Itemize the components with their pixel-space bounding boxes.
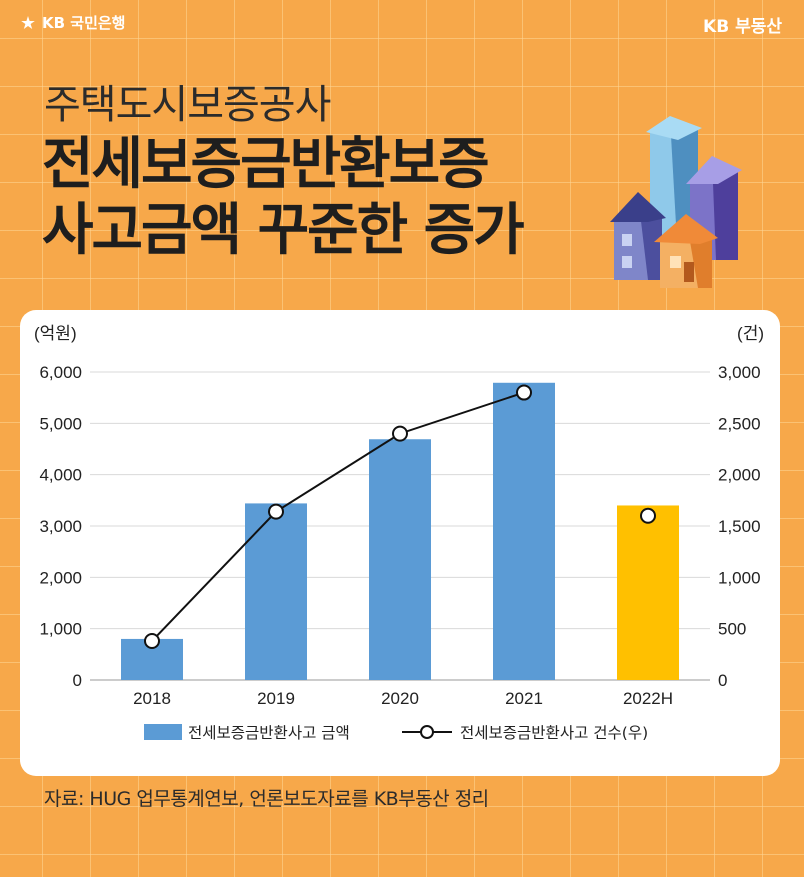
y-left-tick-label: 0 — [73, 671, 82, 690]
page-title: 전세보증금반환보증 사고금액 꾸준한 증가 — [42, 132, 525, 264]
houses-buildings-icon — [610, 116, 742, 288]
line-point — [144, 632, 160, 649]
bar — [369, 439, 431, 680]
legend-bar-label: 전세보증금반환사고 금액 — [188, 724, 350, 742]
brand-kb-bank: KB 국민은행 — [18, 12, 125, 33]
y-right-tick-label: 2,000 — [718, 466, 761, 485]
chart-card: 0 0 1,000 500 2,000 1,000 3,000 1,500 4,000 2,000… — [20, 310, 780, 776]
brand-kb-realestate: KB 부동산 — [703, 17, 782, 37]
legend-line-marker — [420, 725, 434, 739]
x-tick-label: 2022H — [623, 689, 673, 708]
bar — [617, 505, 679, 680]
star-logo-icon — [21, 15, 35, 29]
y-right-tick-label: 1,000 — [718, 568, 761, 587]
bar — [245, 503, 307, 680]
brand-left-label: KB 국민은행 — [42, 14, 126, 32]
y-left-tick-label: 4,000 — [39, 466, 82, 485]
x-tick-label: 2021 — [505, 689, 543, 708]
y-left-unit: (억원) — [34, 324, 77, 343]
x-tick-label: 2018 — [133, 689, 171, 708]
x-tick-label: 2019 — [257, 689, 295, 708]
page-title-line2: 사고금액 꾸준한 증가 — [42, 198, 525, 263]
legend-line-label: 전세보증금반환사고 건수(우) — [460, 724, 648, 742]
y-left-tick-label: 5,000 — [39, 414, 82, 433]
line-point — [268, 503, 284, 520]
page-title-line1: 전세보증금반환보증 — [42, 132, 490, 197]
y-right-unit: (건) — [737, 324, 764, 343]
line-point — [640, 507, 656, 524]
line-point — [392, 425, 408, 442]
y-right-tick-label: 0 — [718, 671, 727, 690]
line-series — [144, 384, 656, 649]
bars — [121, 382, 679, 680]
chart: 0 0 1,000 500 2,000 1,000 3,000 1,500 4,000 2,000… — [34, 324, 764, 742]
x-tick-label: 2020 — [381, 689, 419, 708]
line-path — [151, 391, 525, 642]
page-subtitle: 주택도시보증공사 — [44, 82, 331, 128]
source-note: 자료: HUG 업무통계연보, 언론보도자료를 KB부동산 정리 — [44, 788, 489, 810]
y-right-tick-label: 3,000 — [718, 363, 761, 382]
y-left-tick-label: 3,000 — [39, 517, 82, 536]
y-left-tick-label: 2,000 — [39, 568, 82, 587]
y-left-tick-label: 1,000 — [39, 620, 82, 639]
legend-bar-swatch — [144, 724, 182, 740]
y-left-tick-label: 6,000 — [39, 363, 82, 382]
y-right-tick-label: 1,500 — [718, 517, 761, 536]
line-point — [516, 384, 532, 401]
bar — [493, 382, 555, 680]
legend: 전세보증금반환사고 금액 전세보증금반환사고 건수(우) — [144, 724, 648, 742]
axis-labels: 0 0 1,000 500 2,000 1,000 3,000 1,500 4,000 2,000… — [39, 363, 760, 708]
y-right-tick-label: 2,500 — [718, 414, 761, 433]
y-right-tick-label: 500 — [718, 620, 746, 639]
